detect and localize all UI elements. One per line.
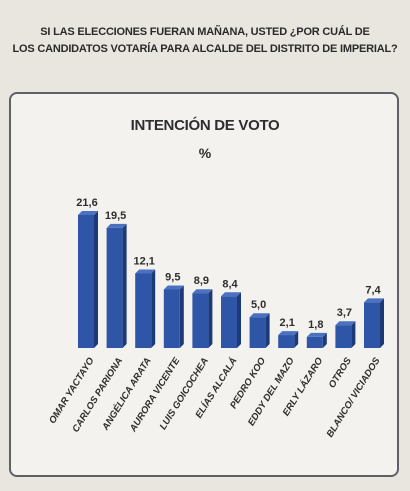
data-label: 8,4 [222,278,238,290]
bar [106,227,123,348]
bar-side [322,332,327,348]
category-label: CARLOS PARIONA [70,356,125,435]
bar-top [78,211,98,215]
bar [249,317,266,348]
bar-top [221,292,241,297]
bar-side [179,285,184,348]
bar [192,293,209,348]
bar-top [335,321,356,326]
bar-top [364,298,384,303]
bar [278,335,295,348]
data-label: 5,0 [251,299,266,311]
bar-side [294,331,299,348]
data-label: 1,8 [308,319,323,331]
bar [163,289,180,348]
bar [135,273,152,348]
data-label: 9,5 [165,272,180,284]
bar [364,302,380,348]
category-label: BLANCO/ VICIADOS [325,355,383,439]
question-line-1: SI LAS ELECCIONES FUERAN MAÑANA, USTED ¿… [40,26,370,38]
bar-side [151,269,156,348]
bar-top [249,313,270,318]
bar-top [192,289,213,294]
data-label: 2,1 [280,317,295,329]
bar [221,296,237,348]
bar-side [351,321,356,348]
bar [335,325,352,348]
bar-top [135,269,156,274]
bar-top [106,223,127,228]
bar-side [380,298,384,348]
bar-side [122,223,127,348]
category-label: AURORA VICENTE [127,355,182,434]
category-label: OTROS [327,355,355,390]
bar-top [306,332,327,337]
bar-top [163,285,184,290]
survey-question: SI LAS ELECCIONES FUERAN MAÑANA, USTED ¿… [0,24,410,58]
question-line-2: LOS CANDIDATOS VOTARÍA PARA ALCALDE DEL … [12,43,398,55]
chart-subtitle: % [198,145,212,161]
bar-top [278,331,299,336]
bar [306,336,323,348]
data-label: 8,9 [194,275,209,287]
chart-title: INTENCIÓN DE VOTO [130,117,280,134]
data-label: 19,5 [105,210,126,222]
data-label: 21,6 [76,197,97,209]
bar-side [94,211,98,348]
data-label: 3,7 [337,307,352,319]
bar-side [265,313,270,348]
bar-side [208,289,213,348]
chart-panel [9,92,399,477]
bar-side [237,292,241,348]
data-label: 12,1 [133,255,154,267]
data-label: 7,4 [365,284,381,296]
bar [78,215,94,348]
